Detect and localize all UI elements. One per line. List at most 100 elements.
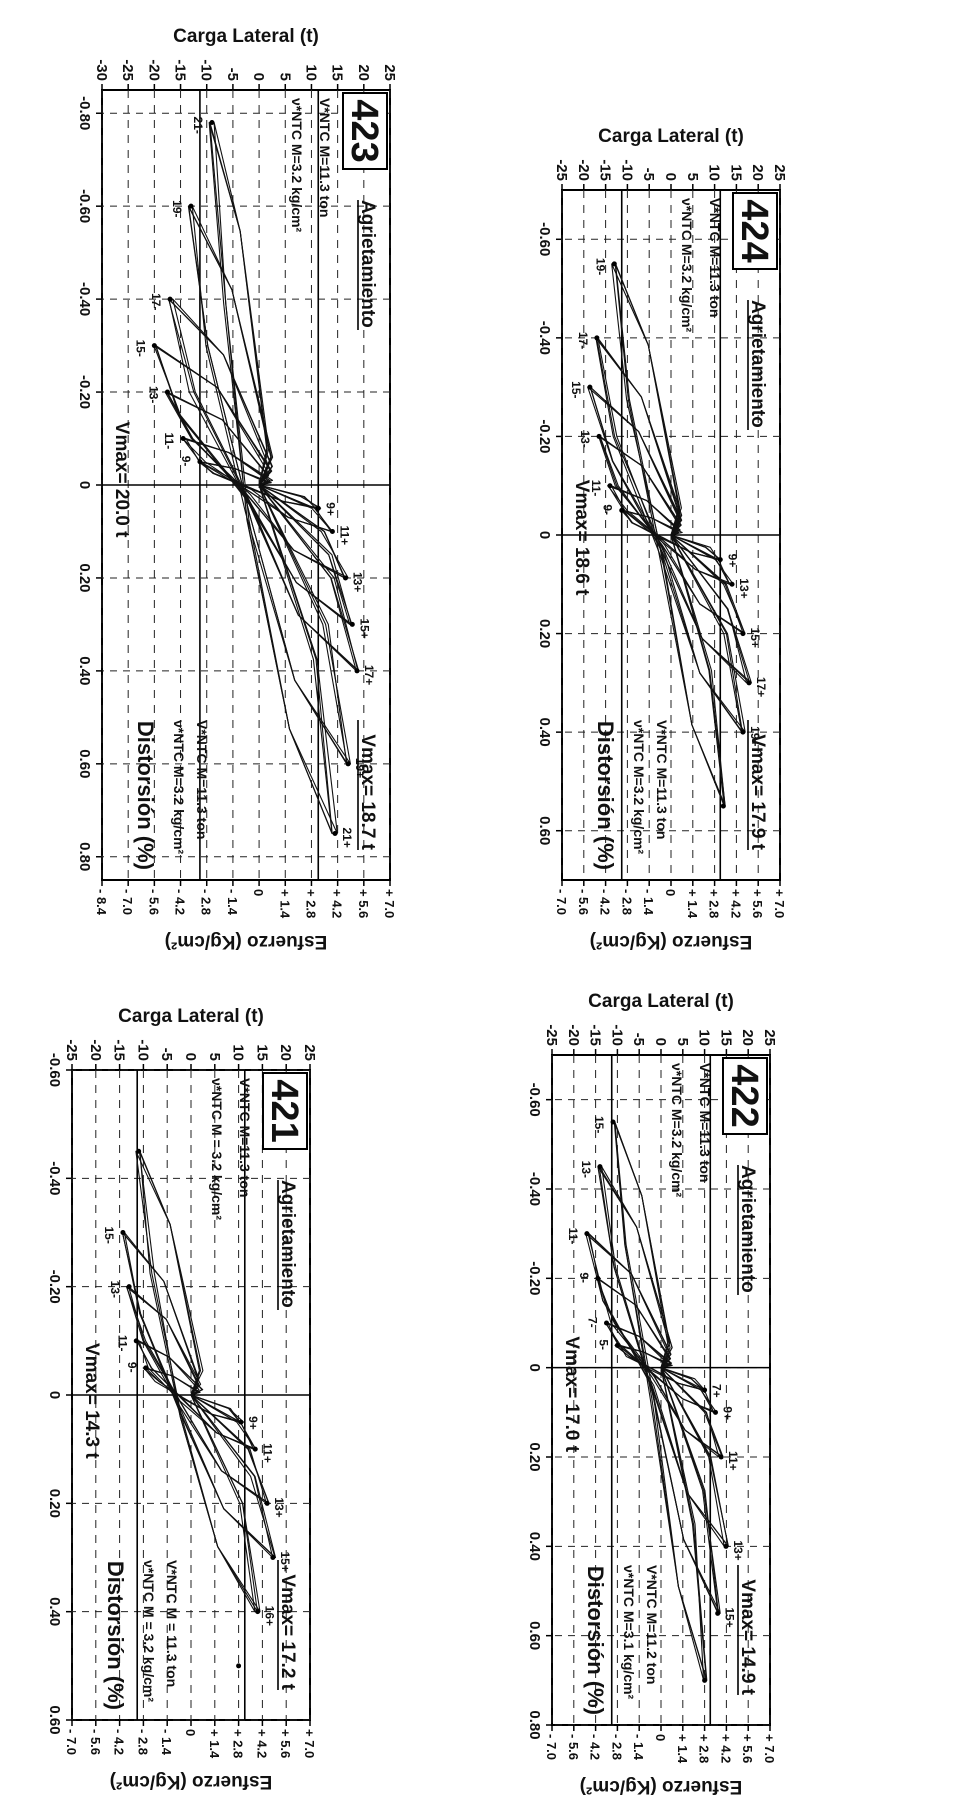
x-tick-label: 0.60 (536, 816, 553, 845)
x-tick-label: 0.80 (526, 1710, 543, 1739)
peak-point (188, 203, 194, 209)
y-tick-label: -15 (172, 59, 189, 81)
hysteresis-loop (587, 386, 752, 684)
x-tick-label: 0 (536, 531, 553, 539)
cycle-label: 7+ (710, 1384, 724, 1398)
cycle-label: 19+ (353, 758, 367, 778)
y2-tick-label: - 5.6 (88, 1729, 103, 1755)
peak-point (349, 621, 355, 627)
y2-tick-label: - 4.2 (173, 889, 188, 915)
chart-panel-421: -0.60-0.40-0.2000.200.400.602520151050-5… (46, 1006, 318, 1792)
x-tick-label: -0.60 (76, 189, 93, 223)
peak-point (597, 1164, 603, 1170)
x-tick-label: -0.40 (536, 321, 553, 355)
y-tick-label: 20 (739, 1029, 756, 1046)
y2-tick-label: - 5.6 (576, 889, 591, 915)
vmax-positive-label: Vmax= 18.7 t (357, 734, 378, 850)
y-tick-label: 15 (253, 1044, 270, 1061)
vntc-right-label: V*NTC M=11.3 ton (654, 720, 670, 839)
cracking-label: Agrietamiento (357, 200, 378, 328)
peak-point (717, 557, 723, 563)
vntc-left-label: V*NTC M=11.3 ton (697, 1063, 713, 1182)
y2-tick-label: - 1.4 (225, 889, 240, 916)
peak-point (619, 507, 625, 513)
y2-axis-title: Esfuerzo (Kg/cm²) (590, 931, 753, 952)
chart-panel-423: -0.80 -0.60 -0.40 -0.20 0 0.20 0.40 0.60 0.80 25 2… (76, 26, 398, 952)
cycle-label: 9- (125, 1362, 139, 1373)
y2-tick-label: - 7.0 (64, 1729, 79, 1755)
cycle-label: 13- (146, 386, 160, 403)
vntc-right-label: V*NTC M=11.2 ton (644, 1565, 660, 1684)
cycle-label: 19+ (748, 726, 762, 746)
x-tick-label: 0.20 (46, 1489, 63, 1518)
cycle-label: 13- (578, 430, 592, 447)
y-tick-label: 20 (749, 164, 766, 181)
y-tick-label: -5 (158, 1048, 175, 1061)
x-tick-label: 0.60 (526, 1621, 543, 1650)
specimen-box (262, 1072, 308, 1150)
y-tick-label: -15 (587, 1024, 604, 1046)
x-tick-label: -0.60 (536, 222, 553, 256)
specimen-box (732, 192, 778, 270)
y-tick-label: 15 (727, 164, 744, 181)
chart-rotated-group: -0.60-0.40-0.2000.200.400.602520151050-5… (536, 126, 788, 952)
y-tick-label: 25 (301, 1044, 318, 1061)
x-axis-title: Distorsión (%) (133, 721, 158, 870)
hysteresis-loop (623, 509, 719, 561)
y-axis-title: Carga Lateral (t) (598, 126, 744, 147)
cycle-label: 19- (593, 258, 607, 275)
peak-point (315, 505, 321, 511)
y2-tick-label: + 4.2 (254, 1729, 269, 1758)
y2-tick-label: - 4.2 (112, 1729, 127, 1755)
vmax-negative-label: Vmax= 20.0 t (111, 422, 132, 538)
y2-tick-label: + 1.4 (685, 889, 700, 919)
y2-tick-label: - 7.0 (554, 889, 569, 915)
hysteresis-loop (598, 1166, 719, 1614)
vmax-positive-label: Vmax= 17.9 t (747, 734, 768, 850)
x-tick-label: -0.40 (46, 1161, 63, 1195)
y-tick-label: -30 (93, 59, 110, 81)
y2-axis-title: Esfuerzo (Kg/cm²) (165, 931, 328, 952)
y-tick-label: -20 (87, 1039, 104, 1061)
hysteresis-loop (138, 1150, 258, 1613)
vmax-negative-label: Vmax= 14.3 t (81, 1343, 102, 1459)
hysteresis-loop (601, 1166, 721, 1614)
peak-point (740, 631, 746, 637)
peak-point (238, 1419, 244, 1425)
nu-right-label: ν*NTC M=3.2 kg/cm² (631, 720, 647, 855)
nu-left-label: ν*NTC M=3.2 kg/cm² (289, 98, 305, 233)
peak-point (236, 1663, 242, 1669)
y2-tick-label: - 1.4 (641, 889, 656, 916)
cycle-label: 11- (566, 1228, 580, 1245)
y2-tick-label: + 7.0 (382, 889, 397, 918)
y2-tick-label: + 1.4 (675, 1734, 690, 1764)
y-tick-label: 25 (761, 1029, 778, 1046)
y2-axis-title: Esfuerzo (Kg/cm²) (110, 1771, 273, 1792)
peak-point (607, 483, 613, 489)
y-tick-label: 25 (771, 164, 788, 181)
chart-panel-422: -0.60 -0.40 -0.20 0 0.20 0.40 0.60 0.80 25 20 1510… (526, 991, 778, 1797)
x-tick-label: 0.20 (536, 619, 553, 648)
y2-tick-label: 0 (251, 889, 266, 896)
chart-panel-424: -0.60-0.40-0.2000.200.400.602520151050-5… (536, 126, 788, 952)
y2-tick-label: + 7.0 (772, 889, 787, 918)
cycle-label: 9- (577, 1272, 591, 1283)
y-tick-label: 10 (706, 164, 723, 181)
peak-point (342, 575, 348, 581)
cycle-label: 13+ (737, 578, 751, 598)
y2-tick-label: - 1.4 (631, 1734, 646, 1761)
cycle-label: 7- (586, 1317, 600, 1328)
specimen-box (342, 92, 388, 170)
peak-point (610, 1119, 616, 1125)
chart-rotated-group: -0.60-0.40-0.2000.200.400.602520151050-5… (46, 1006, 318, 1792)
specimen-id: 422 (723, 1064, 765, 1127)
x-axis-title: Distorsión (%) (103, 1561, 128, 1710)
cycle-label: 9- (601, 504, 615, 515)
y-tick-label: 15 (329, 64, 346, 81)
hysteresis-loop (182, 437, 332, 533)
y-tick-label: 0 (250, 73, 267, 81)
cycle-label: 15- (569, 381, 583, 398)
y2-tick-label: 0 (663, 889, 678, 896)
x-tick-label: 0 (46, 1391, 63, 1399)
